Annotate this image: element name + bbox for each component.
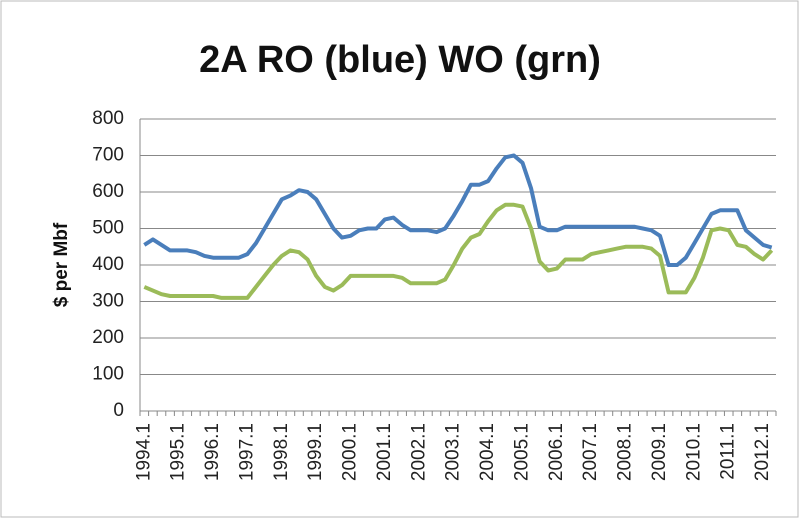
- y-tick-label: 700: [92, 145, 124, 166]
- y-tick-label: 400: [92, 254, 124, 275]
- line-series: [143, 153, 773, 267]
- chart-title: 2A RO (blue) WO (grn): [199, 39, 601, 81]
- x-tick-label: 2007.1: [580, 423, 601, 481]
- x-tick-label: 2009.1: [649, 423, 670, 481]
- y-axis-label: $ per Mbf: [51, 222, 72, 307]
- x-tick-label: 2006.1: [546, 423, 567, 481]
- x-tick-label: 1996.1: [202, 423, 223, 481]
- x-tick-label: 2012.1: [752, 423, 773, 481]
- x-tick-label: 1999.1: [305, 423, 326, 481]
- x-tick-label: 2008.1: [615, 423, 636, 481]
- line-series: [143, 202, 774, 300]
- y-tick-label: 0: [113, 400, 124, 421]
- x-tick-label: 1998.1: [271, 423, 292, 481]
- x-tick-label: 1997.1: [236, 423, 257, 481]
- x-tick-label: 1995.1: [168, 423, 189, 481]
- y-tick-label: 500: [92, 218, 124, 239]
- y-tick-label: 200: [92, 327, 124, 348]
- y-tick-label: 800: [92, 108, 124, 129]
- x-tick-label: 2001.1: [374, 423, 395, 481]
- x-tick-label: 2011.1: [718, 423, 739, 480]
- x-tick-label: 2003.1: [443, 423, 464, 481]
- y-tick-label: 100: [92, 364, 124, 385]
- x-tick-label: 2005.1: [511, 423, 532, 481]
- x-tick-label: 2002.1: [408, 423, 429, 481]
- x-tick-label: 1994.1: [133, 423, 154, 481]
- y-tick-label: 600: [92, 181, 124, 202]
- x-tick-label: 2000.1: [340, 423, 361, 481]
- x-tick-label: 2004.1: [477, 423, 498, 481]
- y-tick-label: 300: [92, 291, 124, 312]
- x-tick-label: 2010.1: [683, 423, 704, 481]
